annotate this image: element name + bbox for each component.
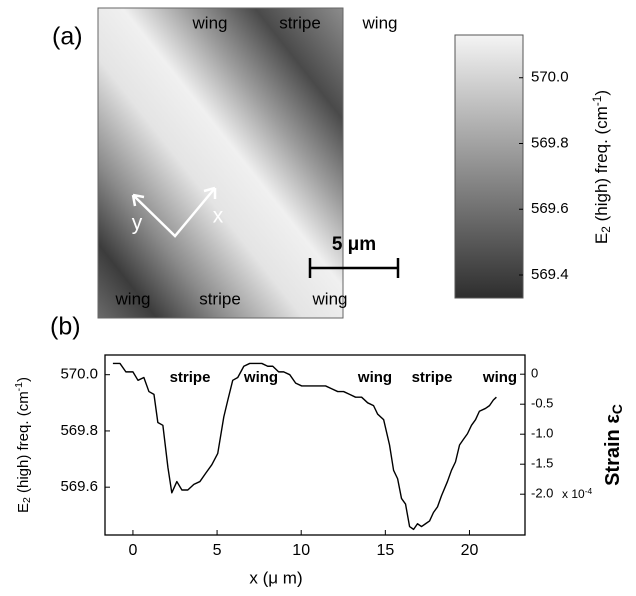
profile-line bbox=[112, 362, 497, 531]
region-label: stripe bbox=[199, 289, 241, 308]
y-axis-label: E2 (high) freq. (cm-1) bbox=[13, 377, 33, 513]
region-label: stripe bbox=[412, 369, 453, 386]
x-tick-label: 15 bbox=[376, 542, 394, 559]
region-label: wing bbox=[192, 13, 228, 32]
axes-arrows bbox=[131, 186, 217, 238]
region-label: wing bbox=[482, 369, 517, 386]
region-label: wing bbox=[312, 289, 348, 308]
y-tick-label: 570.0 bbox=[60, 366, 98, 383]
region-label: wing bbox=[243, 369, 278, 386]
colorbar-tick-label: 570.0 bbox=[531, 69, 569, 86]
label-part: -1 bbox=[590, 95, 604, 106]
scale-bar bbox=[308, 258, 400, 278]
label-part: C bbox=[609, 404, 625, 414]
scale-bar-label: 5 μm bbox=[332, 234, 376, 255]
label-part: ) bbox=[15, 377, 32, 382]
y2-tick-label: -1.5 bbox=[531, 456, 553, 471]
y2-tick-label: 0 bbox=[531, 366, 538, 381]
region-label: wing bbox=[357, 369, 392, 386]
region-label: wing bbox=[362, 13, 398, 32]
label-part: 2 bbox=[21, 497, 33, 503]
y2-tick-label: -1.0 bbox=[531, 426, 553, 441]
y2-tick-exponent: x 10-4 bbox=[562, 486, 592, 502]
raman-map bbox=[97, 7, 344, 319]
y2-axis-label: Strain εC bbox=[602, 404, 625, 486]
colorbar-tick-label: 569.8 bbox=[531, 134, 569, 151]
x-tick-label: 10 bbox=[292, 542, 310, 559]
region-label: stripe bbox=[279, 13, 321, 32]
y-tick-label: 569.8 bbox=[60, 422, 98, 439]
y2-tick-label: -2.0 bbox=[531, 486, 553, 501]
x-tick-label: 20 bbox=[461, 542, 479, 559]
label-part: (high) freq. (cm bbox=[15, 391, 32, 497]
label-part: E bbox=[592, 233, 611, 244]
y2-tick-label: -0.5 bbox=[531, 396, 553, 411]
axis-direction-label: y bbox=[132, 212, 143, 235]
label-part: 2 bbox=[599, 226, 613, 233]
colorbar-tick-label: 569.6 bbox=[531, 200, 569, 217]
colorbar bbox=[454, 34, 524, 299]
panel-label: (a) bbox=[52, 23, 83, 51]
y-tick-label: 569.6 bbox=[60, 478, 98, 495]
label-part: E bbox=[15, 503, 32, 513]
label-part: Strain ε bbox=[602, 414, 624, 486]
label-part: x 10 bbox=[562, 487, 585, 501]
colorbar-label: E2 (high) freq. (cm-1) bbox=[590, 90, 613, 244]
label-part: ) bbox=[592, 90, 611, 96]
x-axis-label: x (μ m) bbox=[249, 568, 302, 587]
label-part: -1 bbox=[13, 382, 25, 391]
plot-frame bbox=[104, 354, 526, 536]
label-part: -4 bbox=[585, 486, 593, 496]
x-tick-label: 5 bbox=[213, 542, 222, 559]
panel-label: (b) bbox=[50, 313, 81, 341]
colorbar-tick-label: 569.4 bbox=[531, 266, 569, 283]
x-tick-label: 0 bbox=[128, 542, 137, 559]
axis-direction-label: x bbox=[213, 205, 224, 228]
region-label: wing bbox=[115, 289, 151, 308]
region-label: stripe bbox=[170, 369, 211, 386]
label-part: (high) freq. (cm bbox=[592, 106, 611, 226]
